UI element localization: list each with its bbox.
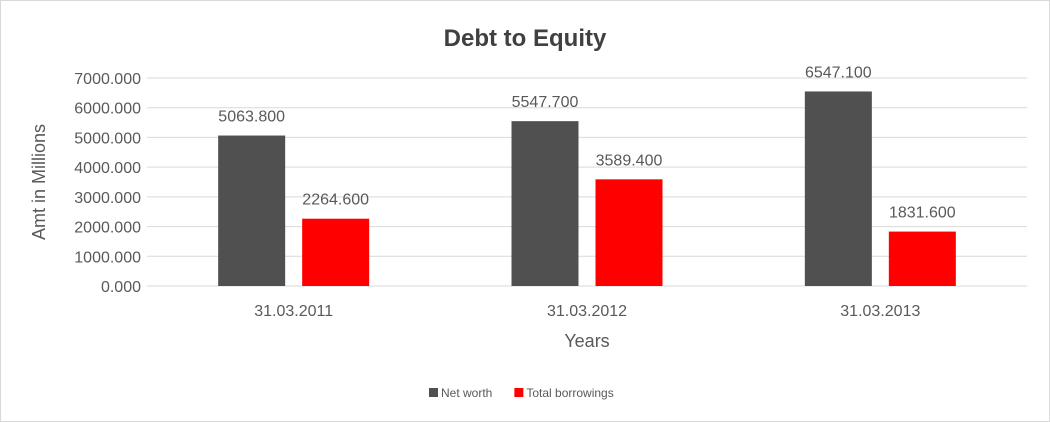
y-tick-label: 7000.000 (74, 71, 141, 88)
x-axis-label: Years (564, 331, 609, 351)
data-label: 1831.600 (889, 205, 956, 222)
legend-swatch (429, 388, 438, 397)
y-tick-label: 0.000 (101, 279, 141, 296)
bar (218, 135, 286, 286)
y-tick-label: 2000.000 (74, 220, 141, 237)
bar (595, 179, 663, 286)
bar (888, 231, 956, 286)
bar (804, 91, 872, 286)
y-tick-label: 3000.000 (74, 190, 141, 207)
y-tick-label: 1000.000 (74, 249, 141, 266)
bar (302, 218, 370, 286)
legend-label: Total borrowings (526, 386, 613, 400)
chart-title: Debt to Equity (444, 25, 607, 52)
y-tick-label: 4000.000 (74, 160, 141, 177)
x-tick-label: 31.03.2012 (547, 303, 627, 320)
legend-label: Net worth (441, 386, 492, 400)
data-label: 5063.800 (218, 109, 285, 126)
data-label: 6547.100 (805, 64, 872, 81)
legend-swatch (514, 388, 524, 397)
data-label: 5547.700 (512, 94, 579, 111)
data-label: 2264.600 (302, 192, 369, 209)
y-axis-label: Amt in Millions (29, 124, 49, 240)
x-tick-label: 31.03.2011 (254, 303, 333, 320)
x-tick-label: 31.03.2013 (840, 303, 920, 320)
bar (511, 121, 579, 287)
data-label: 3589.400 (596, 152, 663, 169)
y-tick-label: 5000.000 (74, 130, 141, 147)
y-tick-label: 6000.000 (74, 101, 141, 118)
